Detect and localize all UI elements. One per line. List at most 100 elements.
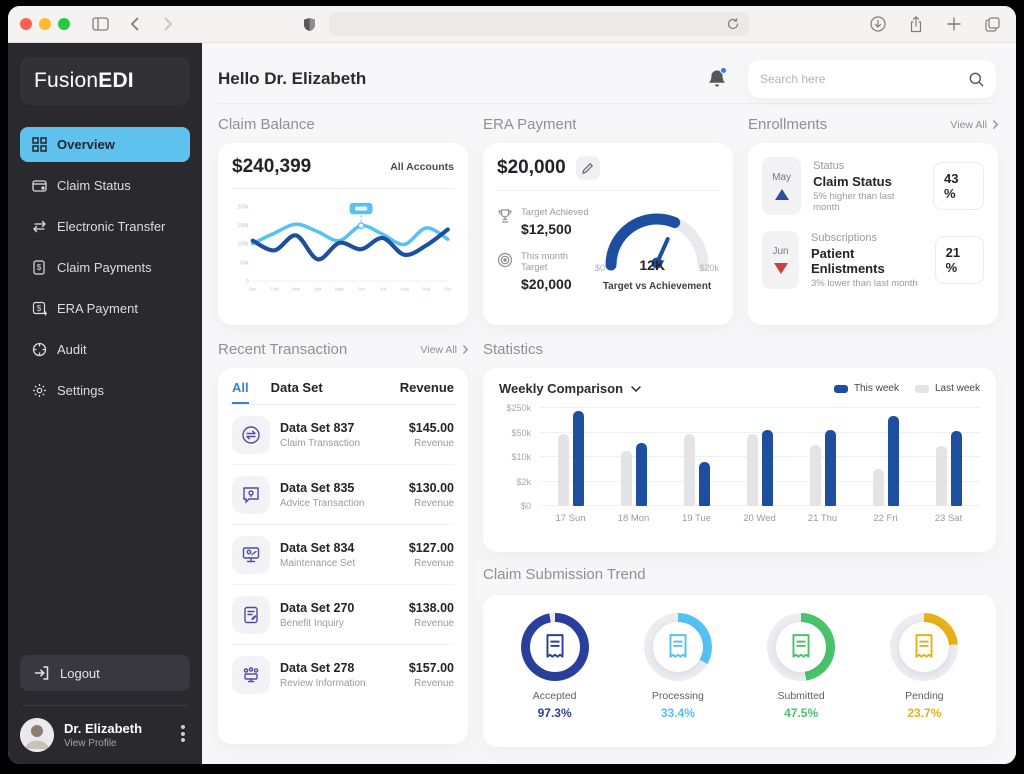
- claim-balance-scope: All Accounts: [390, 161, 454, 173]
- sidebar-item-electronic-transfer[interactable]: Electronic Transfer: [20, 209, 190, 244]
- dropdown-label: Weekly Comparison: [499, 381, 624, 396]
- transactions-view-all-link[interactable]: View All: [420, 344, 468, 356]
- target-icon: [497, 251, 513, 292]
- era-payment-icon: $: [32, 301, 47, 316]
- target-achieved-value: $12,500: [521, 221, 572, 237]
- profile-section[interactable]: Dr. Elizabeth View Profile • • •: [20, 718, 190, 752]
- recent-transaction-title: Recent Transaction: [218, 341, 348, 358]
- transaction-row[interactable]: Data Set 834 Maintenance Set $127.00 Rev…: [232, 524, 454, 584]
- bar-last-week: [935, 446, 947, 506]
- bar-this-week: [698, 462, 710, 506]
- view-all-label: View All: [420, 343, 457, 356]
- donut-accepted: Accepted 97.3%: [520, 613, 589, 733]
- sidebar-item-claim-status[interactable]: Claim Status: [20, 168, 190, 203]
- enrollment-category: Subscriptions: [811, 231, 878, 244]
- zoom-window-button[interactable]: [58, 18, 70, 30]
- tab-overview-icon[interactable]: [980, 12, 1004, 36]
- claim-transaction-icon: [232, 415, 270, 454]
- donut-value: 33.4%: [660, 706, 695, 720]
- grid-icon: [32, 137, 47, 152]
- privacy-shield-icon[interactable]: [297, 12, 321, 36]
- view-all-label: View All: [950, 118, 987, 131]
- weekly-bar-chart: $250k $50k $10k $2k $0: [499, 403, 980, 511]
- donut-value: 47.5%: [784, 706, 819, 720]
- svg-text:$: $: [37, 263, 42, 272]
- transaction-amount: $127.00: [408, 540, 454, 555]
- downloads-icon[interactable]: [866, 12, 890, 36]
- transaction-unit: Revenue: [413, 617, 454, 629]
- minimize-window-button[interactable]: [39, 18, 51, 30]
- y-axis-tick: $2k: [516, 476, 531, 487]
- bar-this-week: [950, 431, 962, 506]
- browser-chrome: [8, 6, 1016, 43]
- month-target-value: $20,000: [521, 276, 572, 292]
- tab-all[interactable]: All: [232, 380, 249, 404]
- view-profile-link[interactable]: View Profile: [64, 738, 117, 749]
- x-axis-label: 18 Mon: [617, 513, 650, 524]
- logout-button[interactable]: Logout: [20, 655, 190, 691]
- bar-this-week: [761, 429, 773, 506]
- chart-legend: This week Last week: [833, 383, 980, 394]
- transaction-unit: Revenue: [413, 557, 454, 569]
- forward-button[interactable]: [156, 12, 180, 36]
- sidebar-item-overview[interactable]: Overview: [20, 127, 190, 162]
- transaction-name: Data Set 834: [280, 540, 355, 555]
- transaction-row[interactable]: Data Set 835 Advice Transaction $130.00 …: [232, 464, 454, 524]
- settings-icon: [32, 383, 47, 398]
- weekly-comparison-dropdown[interactable]: Weekly Comparison: [499, 381, 641, 396]
- transaction-row[interactable]: Data Set 278 Review Information $157.00 …: [232, 644, 454, 704]
- transaction-row[interactable]: Data Set 270 Benefit Inquiry $138.00 Rev…: [232, 584, 454, 644]
- sidebar-toggle-icon[interactable]: [88, 12, 112, 36]
- close-window-button[interactable]: [20, 18, 32, 30]
- back-button[interactable]: [122, 12, 146, 36]
- enrollment-category: Status: [813, 159, 845, 172]
- share-icon[interactable]: [904, 12, 928, 36]
- svg-text:Jan: Jan: [249, 286, 257, 292]
- transaction-amount: $130.00: [408, 480, 454, 495]
- transaction-row[interactable]: Data Set 837 Claim Transaction $145.00 R…: [232, 405, 454, 464]
- profile-menu-icon[interactable]: • • •: [180, 718, 186, 750]
- chevron-right-icon: [463, 345, 468, 354]
- era-payment-title: ERA Payment: [483, 116, 577, 133]
- trend-up-icon: [774, 189, 789, 200]
- notifications-bell-icon[interactable]: [708, 67, 727, 89]
- bar-this-week: [635, 443, 647, 506]
- sidebar-item-claim-payments[interactable]: $ Claim Payments: [20, 250, 190, 285]
- audit-icon: [32, 342, 47, 357]
- sidebar-item-settings[interactable]: Settings: [20, 373, 190, 408]
- address-bar[interactable]: [329, 12, 749, 36]
- enrollments-view-all-link[interactable]: View All: [950, 119, 998, 131]
- enrollment-item[interactable]: May Status Claim Status 5% higher than l…: [762, 157, 984, 215]
- donut-ring: [767, 613, 836, 681]
- transaction-name: Data Set 270: [280, 600, 355, 615]
- bar-group: [796, 408, 850, 506]
- sidebar-item-era-payment[interactable]: $ ERA Payment: [20, 291, 190, 326]
- bar-group: [670, 408, 724, 506]
- search-bar[interactable]: [748, 60, 996, 98]
- claim-balance-title: Claim Balance: [218, 116, 315, 133]
- donut-pending: Pending 23.7%: [890, 613, 959, 733]
- enrollment-percent-badge: 21 %: [934, 236, 985, 284]
- search-input[interactable]: [760, 72, 969, 86]
- sidebar-item-audit[interactable]: Audit: [20, 332, 190, 367]
- x-axis-label: 19 Tue: [681, 513, 712, 524]
- new-tab-icon[interactable]: [942, 12, 966, 36]
- reload-icon[interactable]: [725, 16, 741, 32]
- edit-amount-button[interactable]: [575, 156, 600, 180]
- svg-text:Oct: Oct: [444, 286, 452, 292]
- enrollments-title: Enrollments: [748, 116, 828, 133]
- svg-text:Aug: Aug: [400, 286, 409, 292]
- sidebar-item-label: ERA Payment: [57, 301, 138, 316]
- transaction-type: Maintenance Set: [280, 557, 356, 569]
- search-icon[interactable]: [969, 72, 984, 87]
- gridline: [539, 456, 980, 457]
- y-axis-tick: $250k: [506, 403, 531, 413]
- donut-submitted: Submitted 47.5%: [767, 613, 836, 733]
- sidebar-nav: Overview Claim Status Electronic Transfer $…: [20, 127, 190, 408]
- bar-this-week: [824, 429, 836, 506]
- enrollment-item[interactable]: Jun Subscriptions Patient Enlistments 3%…: [762, 231, 985, 289]
- transaction-amount: $157.00: [408, 660, 454, 675]
- svg-text:Jun: Jun: [357, 286, 365, 292]
- column-header-revenue: Revenue: [399, 380, 454, 395]
- svg-text:Feb: Feb: [270, 286, 279, 292]
